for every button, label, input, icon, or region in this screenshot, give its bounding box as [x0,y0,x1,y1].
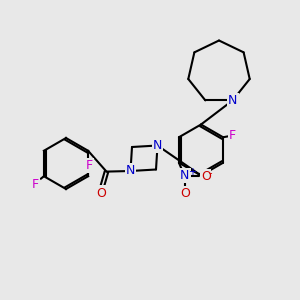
Text: O: O [180,187,190,200]
Text: F: F [32,178,38,191]
Text: N: N [126,164,135,178]
Text: F: F [86,159,93,172]
Text: +: + [188,167,196,177]
Text: -: - [208,168,212,178]
Text: N: N [180,169,190,182]
Text: N: N [153,139,162,152]
Text: O: O [97,187,106,200]
Text: F: F [229,129,236,142]
Text: O: O [201,170,211,183]
Text: N: N [228,94,237,107]
